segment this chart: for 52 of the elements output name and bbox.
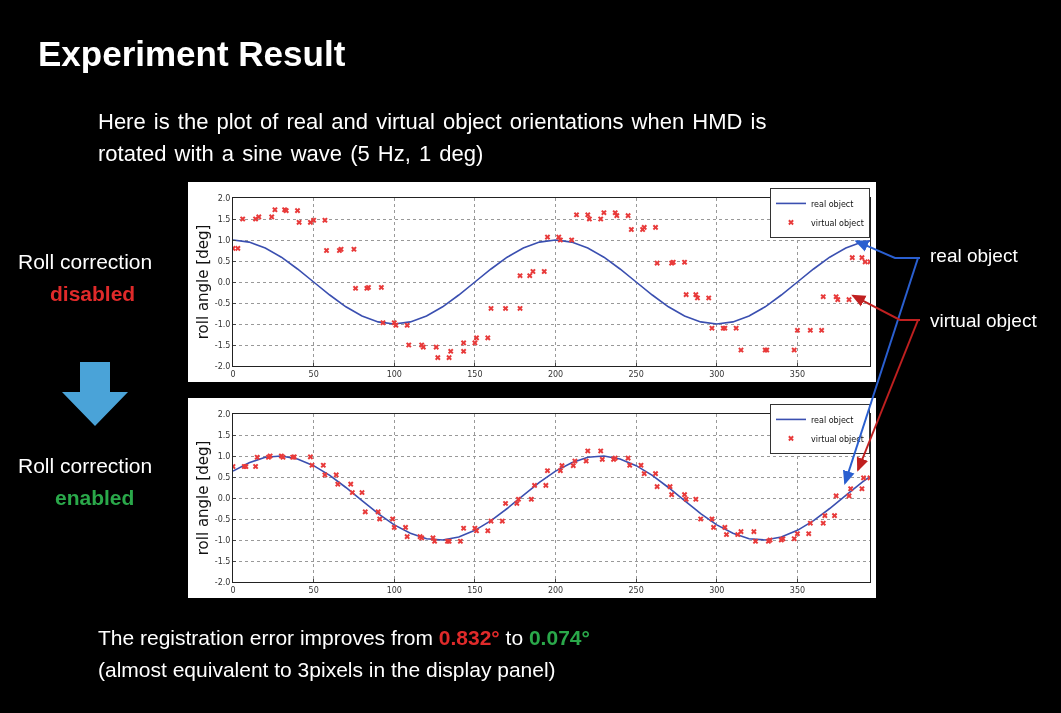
- x-tick-label: 200: [547, 369, 564, 379]
- y-tick-label: -1.0: [214, 319, 231, 329]
- annotation: virtual object: [930, 310, 1037, 332]
- y-tick-label: 0.5: [217, 472, 231, 482]
- text: 0.074°: [528, 626, 590, 649]
- x-tick-label: 200: [547, 585, 564, 595]
- y-axis-title: roll angle [deg]: [194, 224, 213, 340]
- text: (almost equivalent to 3pixels in the display panel): [98, 658, 556, 682]
- text: Roll correction: [18, 454, 153, 478]
- text: to: [505, 626, 525, 649]
- legend-label: real object: [811, 415, 854, 425]
- legend-label: virtual object: [811, 218, 864, 228]
- x-tick-label: 300: [709, 585, 725, 595]
- legend-label: real object: [811, 199, 854, 209]
- annotation: real object: [930, 245, 1018, 267]
- x-tick-label: 100: [386, 369, 402, 379]
- y-tick-label: -1.0: [214, 535, 231, 545]
- y-axis-title: roll angle [deg]: [194, 440, 213, 556]
- x-tick-label: 250: [628, 585, 644, 595]
- y-tick-label: -1.5: [214, 340, 231, 350]
- y-tick-label: -1.5: [214, 556, 231, 566]
- y-tick-label: 1.5: [217, 214, 231, 224]
- x-tick-label: 350: [789, 369, 806, 379]
- y-tick-label: -2.0: [214, 577, 231, 587]
- y-tick-label: 2.0: [217, 193, 231, 203]
- y-tick-label: 2.0: [217, 409, 231, 419]
- x-tick-label: 150: [467, 585, 483, 595]
- x-tick-label: 350: [789, 585, 806, 595]
- chart-subtitle: Here is the plot of real and virtual object orientations when HMD is rotated with a sine wave (5 Hz, 1 deg): [98, 108, 768, 168]
- y-tick-label: 1.0: [217, 451, 231, 461]
- text: 0.832°: [438, 626, 501, 649]
- y-tick-label: -0.5: [214, 514, 231, 524]
- text: enabled: [55, 486, 135, 510]
- x-tick-label: 50: [308, 585, 319, 595]
- chart-title: Experiment Result: [38, 34, 346, 74]
- y-tick-label: 0.5: [217, 256, 231, 266]
- y-tick-label: 1.0: [217, 235, 231, 245]
- x-tick-label: 150: [467, 369, 483, 379]
- y-tick-label: 1.5: [217, 430, 231, 440]
- y-tick-label: 0.0: [217, 493, 231, 503]
- y-tick-label: -2.0: [214, 361, 231, 371]
- x-tick-label: 250: [628, 369, 644, 379]
- text: disabled: [50, 282, 136, 306]
- x-tick-label: 0: [230, 369, 236, 379]
- y-tick-label: -0.5: [214, 298, 231, 308]
- x-tick-label: 100: [386, 585, 402, 595]
- text: The registration error improves from: [98, 626, 434, 649]
- x-tick-label: 300: [709, 369, 725, 379]
- text: Roll correction: [18, 250, 153, 274]
- x-tick-label: 50: [308, 369, 319, 379]
- x-tick-label: 0: [230, 585, 236, 595]
- y-tick-label: 0.0: [217, 277, 231, 287]
